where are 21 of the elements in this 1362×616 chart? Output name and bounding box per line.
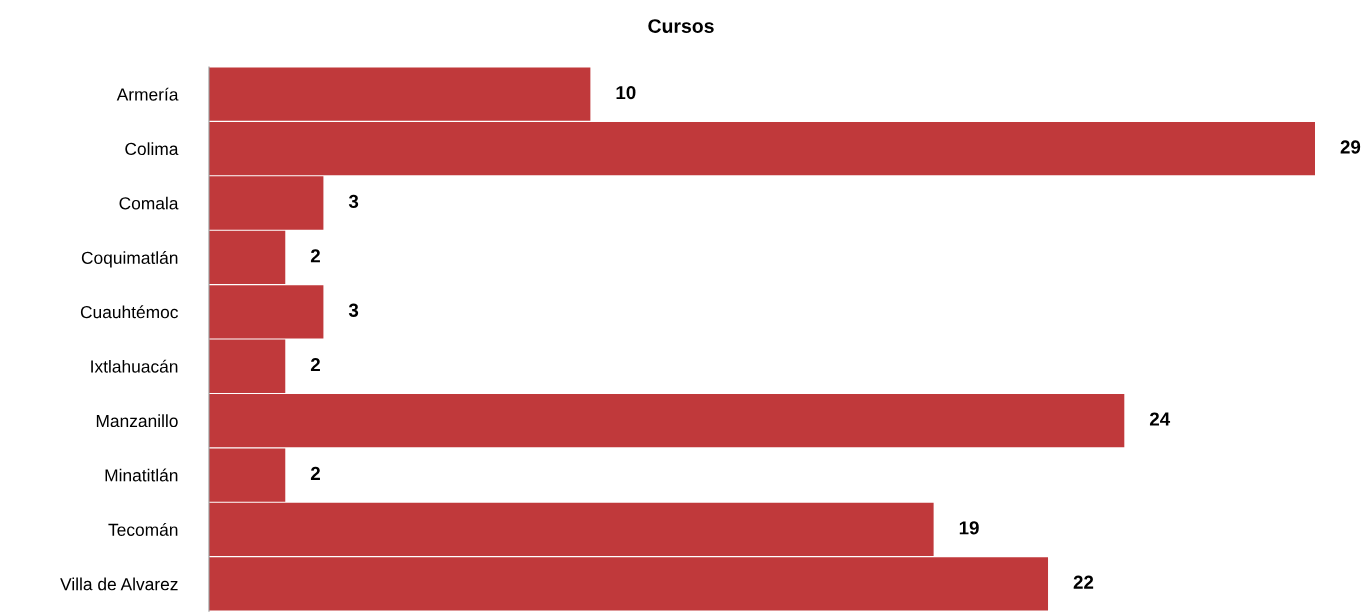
y-tick-label: Tecomán — [108, 522, 178, 536]
data-label: 10 — [616, 85, 636, 100]
data-label: 24 — [1149, 412, 1171, 426]
data-label: 2 — [310, 358, 320, 372]
data-label: 2 — [310, 466, 320, 480]
y-tick-label: Ixtlahuacán — [91, 359, 178, 373]
data-label: 3 — [348, 303, 359, 317]
data-label: 3 — [348, 194, 359, 209]
y-tick-label: Armería — [116, 87, 179, 101]
data-label: 29 — [1340, 140, 1361, 154]
y-tick-label: Coquimatlán — [81, 251, 178, 268]
data-label: 2 — [310, 249, 320, 263]
y-tick-label: Cuauhtémoc — [80, 305, 178, 319]
y-tick-label: Colima — [125, 142, 179, 156]
data-label: 19 — [959, 521, 979, 535]
y-tick-label: Manzanillo — [96, 414, 178, 428]
data-label: 22 — [1073, 575, 1094, 589]
chart-title: Cursos — [648, 19, 714, 33]
y-tick-label: Comala — [119, 196, 179, 210]
y-tick-label: Minatitlán — [105, 468, 178, 482]
y-tick-label: Villa de Alvarez — [60, 577, 178, 591]
